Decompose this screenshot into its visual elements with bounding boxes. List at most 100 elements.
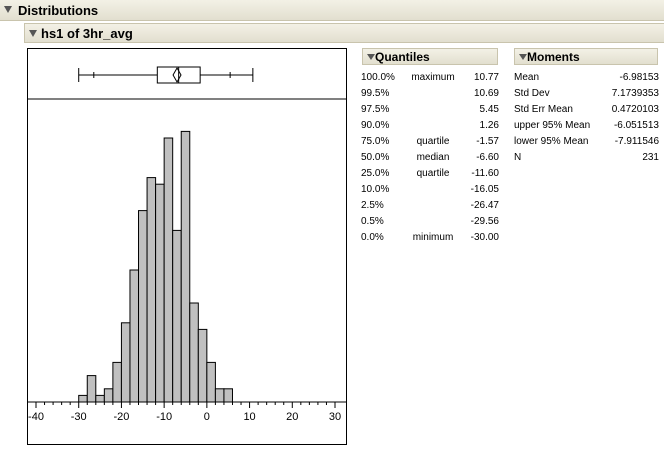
quantile-value: 1.26 xyxy=(479,119,499,131)
quantile-row: 100.0% maximum 10.77 xyxy=(361,69,499,85)
histogram-bar xyxy=(103,388,114,403)
quantile-percent: 0.5% xyxy=(361,215,384,227)
moment-label: Std Dev xyxy=(514,87,550,99)
disclosure-triangle-icon[interactable] xyxy=(519,54,527,60)
histogram-bar xyxy=(206,361,216,403)
moment-row: Std Dev 7.1739353 xyxy=(514,85,659,101)
box-mean-diamond xyxy=(172,66,182,84)
quantiles-table: 100.0% maximum 10.77 99.5% 10.69 97.5% 5.45 90.… xyxy=(361,69,499,245)
moment-row: Mean -6.98153 xyxy=(514,69,659,85)
quantile-percent: 97.5% xyxy=(361,103,390,115)
moments-header[interactable]: Moments xyxy=(514,48,658,65)
quantile-row: 25.0% quartile -11.60 xyxy=(361,165,499,181)
quantile-label: quartile xyxy=(416,167,450,179)
moment-label: upper 95% Mean xyxy=(514,119,591,131)
histogram-bar xyxy=(223,388,233,403)
box-plot xyxy=(28,66,346,100)
quantile-label: minimum xyxy=(412,231,454,243)
quantile-value: -6.60 xyxy=(476,151,499,163)
quantile-value: -26.47 xyxy=(470,199,499,211)
quantile-value: 5.45 xyxy=(479,103,499,115)
histogram-bar xyxy=(189,302,199,403)
histogram-bar xyxy=(138,210,148,403)
histogram-bar xyxy=(112,361,122,403)
moment-label: Mean xyxy=(514,71,540,83)
moment-value: 7.1739353 xyxy=(611,87,659,99)
moment-row: Std Err Mean 0.4720103 xyxy=(514,101,659,117)
x-tick-label: -20 xyxy=(113,411,129,423)
quantile-value: 10.69 xyxy=(473,87,499,99)
moment-value: 231 xyxy=(642,151,659,163)
histogram-bar xyxy=(129,269,140,403)
quantile-row: 10.0% -16.05 xyxy=(361,181,499,197)
quantile-value: -30.00 xyxy=(470,231,499,243)
quantile-percent: 0.0% xyxy=(361,231,384,243)
x-tick-label: -40 xyxy=(28,411,44,423)
histogram-bar xyxy=(172,229,182,403)
quantile-label: median xyxy=(416,151,450,163)
moment-label: Std Err Mean xyxy=(514,103,573,115)
histogram-bar xyxy=(86,375,97,403)
quantile-percent: 99.5% xyxy=(361,87,390,99)
outline-title: Distributions xyxy=(18,3,99,18)
histogram-bar xyxy=(95,394,105,403)
quantile-percent: 10.0% xyxy=(361,183,390,195)
x-tick-label: 10 xyxy=(243,411,255,423)
quantile-value: 10.77 xyxy=(473,71,499,83)
moment-value: 0.4720103 xyxy=(611,103,659,115)
quantile-label xyxy=(403,85,463,101)
histogram-bar xyxy=(214,388,225,403)
histogram-bar xyxy=(163,137,174,403)
quantile-percent: 2.5% xyxy=(361,199,384,211)
quantile-value: -1.57 xyxy=(476,135,499,147)
disclosure-triangle-icon[interactable] xyxy=(367,54,375,60)
quantile-row: 97.5% 5.45 xyxy=(361,101,499,117)
quantile-label xyxy=(403,117,463,133)
quantile-row: 99.5% 10.69 xyxy=(361,85,499,101)
quantiles-header[interactable]: Quantiles xyxy=(362,48,498,65)
histogram-bar xyxy=(180,130,191,403)
moment-value: -6.051513 xyxy=(613,119,659,131)
variable-outline-header[interactable]: hs1 of 3hr_avg xyxy=(24,23,664,43)
moments-table: Mean -6.98153 Std Dev 7.1739353 Std Err Mean… xyxy=(514,69,659,165)
histogram-bar xyxy=(146,177,157,403)
quantile-row: 0.0% minimum -30.00 xyxy=(361,229,499,245)
variable-title: hs1 of 3hr_avg xyxy=(41,26,133,41)
quantiles-title: Quantiles xyxy=(375,50,430,64)
moment-label: N xyxy=(514,151,522,163)
moments-title: Moments xyxy=(527,50,580,64)
x-tick-label: 30 xyxy=(329,411,341,423)
moment-row: upper 95% Mean -6.051513 xyxy=(514,117,659,133)
quantile-value: -16.05 xyxy=(470,183,499,195)
histogram-bar xyxy=(120,322,131,403)
quantile-label: quartile xyxy=(416,135,450,147)
quantile-percent: 50.0% xyxy=(361,151,390,163)
quantile-row: 75.0% quartile -1.57 xyxy=(361,133,499,149)
moment-row: lower 95% Mean -7.911546 xyxy=(514,133,659,149)
disclosure-triangle-icon[interactable] xyxy=(4,6,12,13)
quantile-row: 0.5% -29.56 xyxy=(361,213,499,229)
quantile-percent: 100.0% xyxy=(361,71,395,83)
quantile-percent: 25.0% xyxy=(361,167,390,179)
moment-value: -6.98153 xyxy=(619,71,659,83)
quantile-row: 2.5% -26.47 xyxy=(361,197,499,213)
quantile-label: maximum xyxy=(411,71,455,83)
distributions-outline-header[interactable]: Distributions xyxy=(0,0,664,21)
quantile-percent: 75.0% xyxy=(361,135,390,147)
x-tick-label: -10 xyxy=(156,411,172,423)
x-tick-label: -30 xyxy=(71,411,87,423)
quantile-value: -11.60 xyxy=(471,167,499,179)
quantile-row: 90.0% 1.26 xyxy=(361,117,499,133)
histogram-bar xyxy=(197,328,208,403)
quantile-row: 50.0% median -6.60 xyxy=(361,149,499,165)
x-tick-label: 20 xyxy=(286,411,298,423)
disclosure-triangle-icon[interactable] xyxy=(29,30,37,37)
histogram-bar xyxy=(155,183,165,403)
quantile-label xyxy=(403,101,463,117)
histogram-bars xyxy=(78,130,233,403)
quantile-label xyxy=(403,213,463,229)
quantile-percent: 90.0% xyxy=(361,119,390,131)
quantile-value: -29.56 xyxy=(470,215,499,227)
moment-row: N 231 xyxy=(514,149,659,165)
